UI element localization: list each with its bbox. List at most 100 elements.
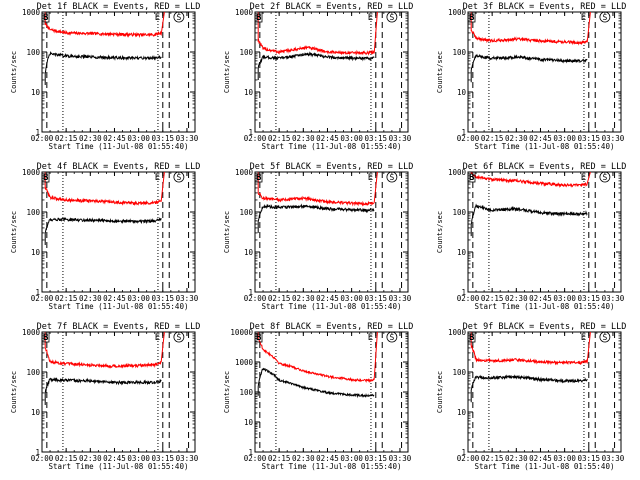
panel-title: Det 4f BLACK = Events, RED = LLD (37, 162, 201, 172)
panel-title: Det 5f BLACK = Events, RED = LLD (250, 162, 414, 172)
y-tick-label: 1 (461, 128, 466, 137)
marker-e: E (155, 13, 160, 23)
x-tick-label: 02:15 (268, 294, 291, 303)
x-tick-label: 02:15 (481, 454, 504, 463)
series-lld-line (470, 171, 591, 189)
marker-b: B (256, 333, 262, 343)
plot-frame (467, 171, 622, 293)
x-tick-label: 02:30 (292, 454, 315, 463)
x-tick-label: 02:45 (529, 294, 552, 303)
marker-e: E (155, 173, 160, 183)
x-tick-label: 02:00 (31, 134, 54, 143)
x-tick-label: 02:00 (457, 454, 480, 463)
marker-e: E (581, 333, 586, 343)
y-axis-label: Counts/sec (223, 211, 231, 253)
x-tick-label: 03:30 (389, 294, 412, 303)
y-tick-label: 1000 (22, 328, 41, 337)
marker-s: S (389, 333, 394, 342)
marker-e: E (155, 333, 160, 343)
x-tick-label: 02:15 (55, 134, 78, 143)
y-tick-label: 1 (35, 128, 40, 137)
marker-b: B (469, 13, 475, 23)
y-axis-label: Counts/sec (223, 51, 231, 93)
plot-frame (41, 331, 196, 453)
x-tick-label: 03:00 (553, 294, 576, 303)
detector-panel-3: Det 3f BLACK = Events, RED = LLD 1 10 100 10… (436, 2, 626, 151)
x-tick-label: 03:00 (127, 454, 150, 463)
x-tick-label: 03:15 (365, 294, 388, 303)
series-lld-line (257, 171, 378, 207)
marker-s-circle (173, 11, 185, 23)
y-tick-label: 100 (239, 388, 253, 397)
y-tick-label: 1000 (448, 328, 467, 337)
x-tick-label: 03:30 (389, 134, 412, 143)
y-tick-label: 10000 (230, 328, 253, 337)
x-tick-label: 03:15 (152, 134, 175, 143)
marker-b-box (467, 171, 476, 183)
series-lld-line (257, 11, 378, 56)
marker-e: E (581, 13, 586, 23)
x-tick-label: 02:30 (79, 294, 102, 303)
x-tick-label: 02:30 (505, 294, 528, 303)
y-tick-label: 1 (461, 288, 466, 297)
x-tick-label: 03:00 (553, 134, 576, 143)
marker-b: B (469, 173, 475, 183)
x-tick-label: 03:00 (340, 294, 363, 303)
plot-frame (467, 11, 622, 133)
y-tick-label: 10 (244, 248, 254, 257)
series-events-line (257, 367, 375, 399)
x-axis-label: Start Time (11-Jul-08 01:55:40) (262, 302, 402, 311)
y-tick-label: 10 (31, 408, 41, 417)
marker-s: S (602, 13, 607, 22)
x-tick-label: 02:45 (103, 294, 126, 303)
series-events-line (257, 203, 375, 233)
x-axis-label: Start Time (11-Jul-08 01:55:40) (49, 302, 189, 311)
x-tick-label: 03:30 (602, 294, 625, 303)
y-tick-label: 1 (461, 448, 466, 457)
marker-s-circle (173, 331, 185, 343)
y-tick-label: 10 (457, 248, 467, 257)
y-axis-label: Counts/sec (10, 51, 18, 93)
x-tick-label: 03:15 (578, 294, 601, 303)
series-events-line (470, 203, 588, 237)
marker-s: S (389, 13, 394, 22)
x-tick-label: 02:30 (505, 134, 528, 143)
plot-frame (41, 171, 196, 293)
panel-title: Det 3f BLACK = Events, RED = LLD (463, 2, 627, 12)
x-tick-label: 02:45 (103, 134, 126, 143)
detector-panel-1: Det 1f BLACK = Events, RED = LLD 1 10 100 10… (10, 2, 200, 151)
plot-frame (467, 331, 622, 453)
y-tick-label: 10 (244, 88, 254, 97)
x-tick-label: 03:00 (340, 134, 363, 143)
marker-b-box (41, 171, 50, 183)
detector-panel-2: Det 2f BLACK = Events, RED = LLD 1 10 100 10… (223, 2, 413, 151)
x-tick-label: 02:45 (316, 454, 339, 463)
marker-e: E (368, 333, 373, 343)
y-tick-label: 10 (457, 408, 467, 417)
x-tick-label: 03:15 (365, 134, 388, 143)
panel-title: Det 1f BLACK = Events, RED = LLD (37, 2, 201, 12)
y-tick-label: 10 (457, 88, 467, 97)
x-tick-label: 02:15 (268, 134, 291, 143)
y-tick-label: 100 (452, 368, 466, 377)
plot-frame (254, 11, 409, 133)
x-tick-label: 02:45 (529, 454, 552, 463)
panel-title: Det 9f BLACK = Events, RED = LLD (463, 322, 627, 332)
marker-e: E (581, 173, 586, 183)
marker-b-box (467, 11, 476, 23)
y-axis-label: Counts/sec (223, 371, 231, 413)
x-axis-label: Start Time (11-Jul-08 01:55:40) (475, 142, 615, 151)
x-axis-label: Start Time (11-Jul-08 01:55:40) (475, 302, 615, 311)
y-tick-label: 10 (31, 88, 41, 97)
x-tick-label: 03:15 (152, 294, 175, 303)
y-tick-label: 100 (26, 368, 40, 377)
x-tick-label: 02:45 (103, 454, 126, 463)
y-tick-label: 1000 (235, 168, 254, 177)
y-tick-label: 100 (239, 208, 253, 217)
marker-b: B (256, 173, 262, 183)
marker-s: S (176, 173, 181, 182)
x-tick-label: 03:30 (602, 454, 625, 463)
y-tick-label: 100 (26, 48, 40, 57)
x-tick-label: 03:15 (152, 454, 175, 463)
